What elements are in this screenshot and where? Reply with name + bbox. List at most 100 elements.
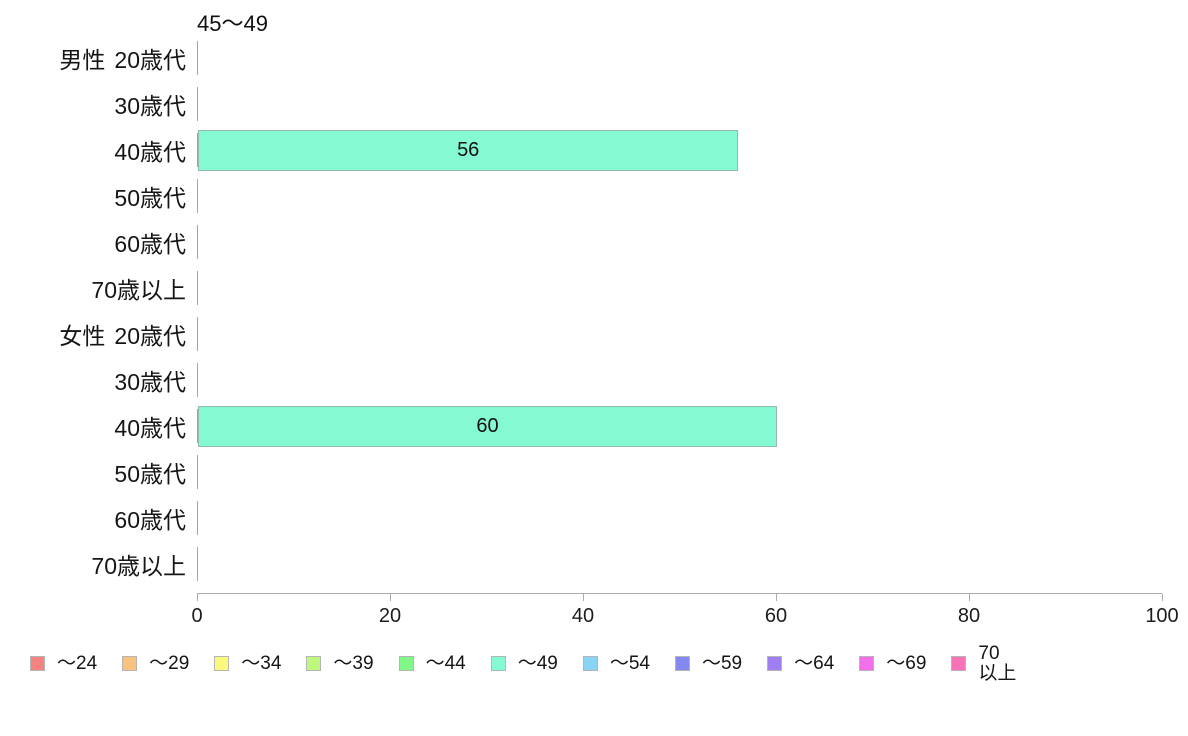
age-label: 40歳代 [114,415,186,441]
row-track [197,495,1188,541]
legend-label: 〜39 [333,652,374,674]
x-axis-tick [390,594,391,601]
legend-swatch [767,656,783,672]
legend-swatch [582,656,598,672]
legend-label: 〜49 [517,652,558,674]
category-row: 男性 20歳代 [0,35,1188,81]
category-tick [197,547,198,581]
category-tick [197,41,198,75]
category-tick [197,87,198,121]
age-label: 30歳代 [114,93,186,119]
legend-swatch [398,656,414,672]
x-axis-tick [1162,594,1163,601]
row-track [197,541,1188,587]
legend-label: 〜34 [241,652,282,674]
legend-swatch [122,656,138,672]
category-label: 40歳代 [0,133,186,167]
legend-swatch [490,656,506,672]
chart-title: 45〜49 [197,11,268,36]
bar[interactable]: 56 [198,129,739,171]
legend-item[interactable]: 〜59 [674,652,743,674]
category-row: 60歳代 [0,495,1188,541]
x-axis-tick [969,594,970,601]
row-track [197,449,1188,495]
category-tick [197,501,198,535]
category-tick [197,409,198,443]
bar-value-label: 60 [476,414,499,437]
legend-swatch [306,656,322,672]
category-label: 50歳代 [0,455,186,489]
age-label: 70歳以上 [91,277,186,303]
category-label: 30歳代 [0,87,186,121]
age-label: 50歳代 [114,461,186,487]
x-axis-tick [583,594,584,601]
age-label: 30歳代 [114,369,186,395]
category-tick [197,271,198,305]
legend-item[interactable]: 〜29 [122,654,189,674]
legend-item[interactable]: 〜24 [30,654,97,674]
age-label: 60歳代 [114,231,186,257]
bar[interactable]: 60 [198,405,777,447]
legend-swatch [951,656,967,672]
age-label: 20歳代 [114,323,186,349]
row-track [197,35,1188,81]
legend-label: 〜64 [794,652,835,674]
age-label: 50歳代 [114,185,186,211]
x-axis-line: 0 20 40 60 80 100 [191,593,1179,627]
legend-label: 〜44 [425,652,466,674]
x-axis-tick-label: 20 [378,605,402,627]
category-tick [197,363,198,397]
legend-swatch [674,656,690,672]
category-row: 女性 20歳代 [0,311,1188,357]
category-tick [197,179,198,213]
category-label: 男性 20歳代 [0,41,186,75]
bar-value-label: 56 [457,138,480,161]
legend-label: 〜54 [609,652,650,674]
category-label: 70歳以上 [0,271,186,305]
category-label: 女性 20歳代 [0,317,186,351]
legend-item[interactable]: 〜39 [306,652,374,674]
category-row: 50歳代 [0,173,1188,219]
category-row: 40歳代 56 [0,127,1188,173]
x-axis-tick [197,594,198,601]
category-row: 30歳代 [0,81,1188,127]
x-axis-tick-label: 100 [1145,605,1179,627]
category-tick [197,455,198,489]
legend-swatch [214,656,230,672]
category-tick [197,317,198,351]
category-label: 60歳代 [0,225,186,259]
legend-label: 〜59 [701,652,743,674]
row-track: 60 [197,403,1188,449]
category-row: 60歳代 [0,219,1188,265]
legend-item[interactable]: 〜34 [214,654,281,674]
row-track [197,173,1188,219]
row-track [197,81,1188,127]
legend-item[interactable]: 〜54 [582,652,650,674]
row-track [197,219,1188,265]
category-label: 40歳代 [0,409,186,443]
row-track [197,357,1188,403]
x-axis-tick [776,594,777,601]
legend-swatch [30,656,45,672]
category-row: 50歳代 [0,449,1188,495]
row-track [197,311,1188,357]
category-row: 40歳代 60 [0,403,1188,449]
legend-item[interactable]: 〜69 [859,654,926,674]
legend-item[interactable]: 〜64 [767,654,834,674]
legend-label: 〜29 [149,652,190,674]
legend-item[interactable]: 〜49 [490,652,558,674]
x-axis-tick-label: 0 [191,605,203,627]
age-label: 20歳代 [114,47,186,73]
category-row: 70歳以上 [0,541,1188,587]
age-label: 40歳代 [114,139,186,165]
legend-item[interactable]: 70 以上 [951,644,1016,684]
category-tick [197,225,198,259]
category-label: 50歳代 [0,179,186,213]
legend-label: 70 以上 [978,643,1017,684]
row-track [197,265,1188,311]
x-axis-tick-label: 80 [957,605,981,627]
row-track: 56 [197,127,1188,173]
x-axis-tick-label: 40 [571,605,595,627]
legend-item[interactable]: 〜44 [398,652,466,674]
